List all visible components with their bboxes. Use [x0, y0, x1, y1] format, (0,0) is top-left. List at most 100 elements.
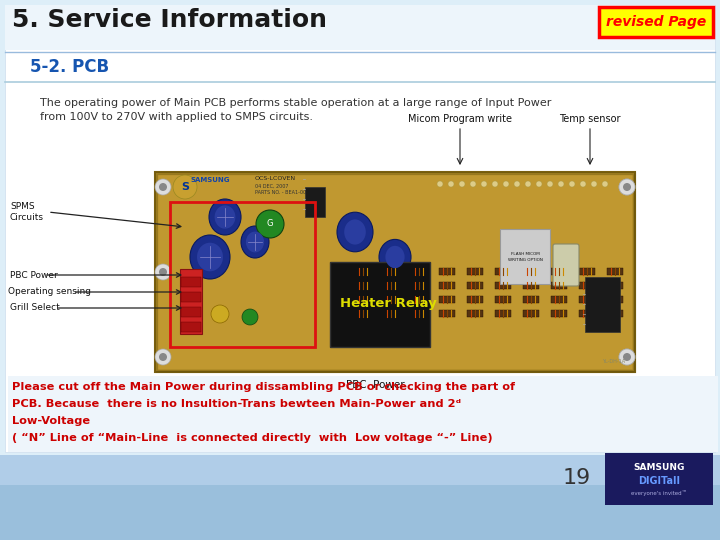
- Bar: [523, 310, 539, 317]
- FancyBboxPatch shape: [0, 455, 720, 540]
- Bar: [411, 268, 427, 275]
- Circle shape: [470, 181, 476, 187]
- Text: Please cut off the Main Power during dissambling PCB or checking the part of: Please cut off the Main Power during dis…: [12, 382, 515, 392]
- Circle shape: [173, 175, 197, 199]
- Circle shape: [256, 210, 284, 238]
- Text: OCS-LCOVEN: OCS-LCOVEN: [255, 176, 296, 180]
- Circle shape: [155, 264, 171, 280]
- Ellipse shape: [379, 239, 411, 275]
- Circle shape: [159, 268, 167, 276]
- Text: Grill Select: Grill Select: [10, 303, 60, 313]
- Bar: [585, 277, 620, 332]
- Bar: [411, 310, 427, 317]
- Bar: [495, 268, 511, 275]
- Bar: [0, 480, 720, 540]
- Ellipse shape: [246, 232, 264, 252]
- Text: #dddd00: #dddd00: [380, 306, 387, 307]
- Circle shape: [591, 181, 597, 187]
- Text: PARTS NO. - BEA1-00381A: PARTS NO. - BEA1-00381A: [255, 191, 319, 195]
- Bar: [467, 310, 483, 317]
- Bar: [551, 268, 567, 275]
- Bar: [579, 282, 595, 289]
- Bar: [607, 282, 623, 289]
- FancyBboxPatch shape: [553, 244, 579, 286]
- Circle shape: [437, 181, 443, 187]
- Bar: [181, 292, 201, 302]
- Bar: [355, 282, 371, 289]
- Bar: [523, 268, 539, 275]
- Bar: [467, 282, 483, 289]
- Bar: [158, 175, 632, 369]
- Circle shape: [155, 349, 171, 365]
- Bar: [523, 296, 539, 303]
- Bar: [551, 296, 567, 303]
- Bar: [8, 376, 718, 452]
- Bar: [551, 310, 567, 317]
- Circle shape: [619, 349, 635, 365]
- Bar: [5, 5, 715, 50]
- Text: ( “N” Line of “Main-Line  is connected directly  with  Low voltage “-” Line): ( “N” Line of “Main-Line is connected di…: [12, 433, 492, 443]
- Bar: [439, 282, 455, 289]
- Text: SAMSUNG: SAMSUNG: [190, 177, 230, 183]
- Bar: [523, 282, 539, 289]
- Bar: [439, 268, 455, 275]
- Text: Temp sensor: Temp sensor: [559, 114, 621, 124]
- Circle shape: [155, 179, 171, 195]
- Circle shape: [459, 181, 465, 187]
- Circle shape: [525, 181, 531, 187]
- Bar: [495, 310, 511, 317]
- Text: revised Page: revised Page: [606, 15, 706, 29]
- Text: 5-2. PCB: 5-2. PCB: [30, 58, 109, 76]
- Ellipse shape: [241, 226, 269, 258]
- Text: S: S: [181, 182, 189, 192]
- Circle shape: [623, 183, 631, 191]
- Bar: [467, 296, 483, 303]
- Text: PCB. Because  there is no Insultion-Trans bewteen Main-Power and 2ᵈ: PCB. Because there is no Insultion-Trans…: [12, 399, 461, 409]
- Circle shape: [619, 349, 635, 365]
- Ellipse shape: [190, 235, 230, 279]
- Bar: [355, 310, 371, 317]
- Bar: [156, 173, 634, 371]
- Bar: [579, 296, 595, 303]
- Text: PBC  Power: PBC Power: [346, 380, 405, 390]
- Ellipse shape: [209, 199, 241, 235]
- Circle shape: [558, 181, 564, 187]
- Text: 19: 19: [563, 468, 591, 488]
- Bar: [605, 453, 713, 505]
- Circle shape: [481, 181, 487, 187]
- Circle shape: [159, 183, 167, 191]
- Bar: [411, 296, 427, 303]
- Text: Heater Relay: Heater Relay: [340, 298, 437, 310]
- Ellipse shape: [215, 205, 235, 229]
- Bar: [155, 172, 635, 372]
- Bar: [170, 202, 315, 347]
- Circle shape: [448, 181, 454, 187]
- Bar: [305, 187, 325, 217]
- Bar: [181, 277, 201, 287]
- Text: FLASH MICOM
WRITING OPTION: FLASH MICOM WRITING OPTION: [508, 252, 542, 261]
- Text: YL-DH-1A: YL-DH-1A: [602, 359, 625, 364]
- Bar: [500, 229, 550, 284]
- FancyBboxPatch shape: [0, 485, 720, 540]
- Bar: [439, 310, 455, 317]
- Bar: [0, 340, 720, 480]
- Text: G: G: [266, 219, 274, 228]
- FancyBboxPatch shape: [599, 7, 713, 37]
- Circle shape: [569, 181, 575, 187]
- Bar: [355, 296, 371, 303]
- Circle shape: [211, 305, 229, 323]
- Bar: [411, 282, 427, 289]
- Text: Operating sensing: Operating sensing: [8, 287, 91, 296]
- Circle shape: [619, 179, 635, 195]
- Circle shape: [503, 181, 509, 187]
- Ellipse shape: [344, 219, 366, 245]
- Circle shape: [623, 353, 631, 361]
- Text: SPMS
Circuits: SPMS Circuits: [10, 202, 44, 222]
- Bar: [607, 310, 623, 317]
- Text: Micom Program write: Micom Program write: [408, 114, 512, 124]
- Bar: [0, 0, 720, 340]
- Text: from 100V to 270V with applied to SMPS circuits.: from 100V to 270V with applied to SMPS c…: [40, 112, 313, 122]
- Bar: [551, 282, 567, 289]
- Circle shape: [602, 181, 608, 187]
- Text: The operating power of Main PCB performs stable operation at a large range of In: The operating power of Main PCB performs…: [40, 98, 552, 108]
